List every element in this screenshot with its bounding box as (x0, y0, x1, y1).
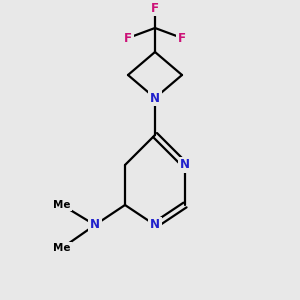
Text: F: F (151, 2, 159, 14)
Text: N: N (90, 218, 100, 232)
Text: Me: Me (53, 200, 71, 210)
Text: N: N (180, 158, 190, 172)
Text: N: N (150, 218, 160, 232)
Text: F: F (124, 32, 132, 44)
Text: N: N (150, 92, 160, 104)
Text: F: F (178, 32, 186, 44)
Text: Me: Me (53, 243, 71, 253)
